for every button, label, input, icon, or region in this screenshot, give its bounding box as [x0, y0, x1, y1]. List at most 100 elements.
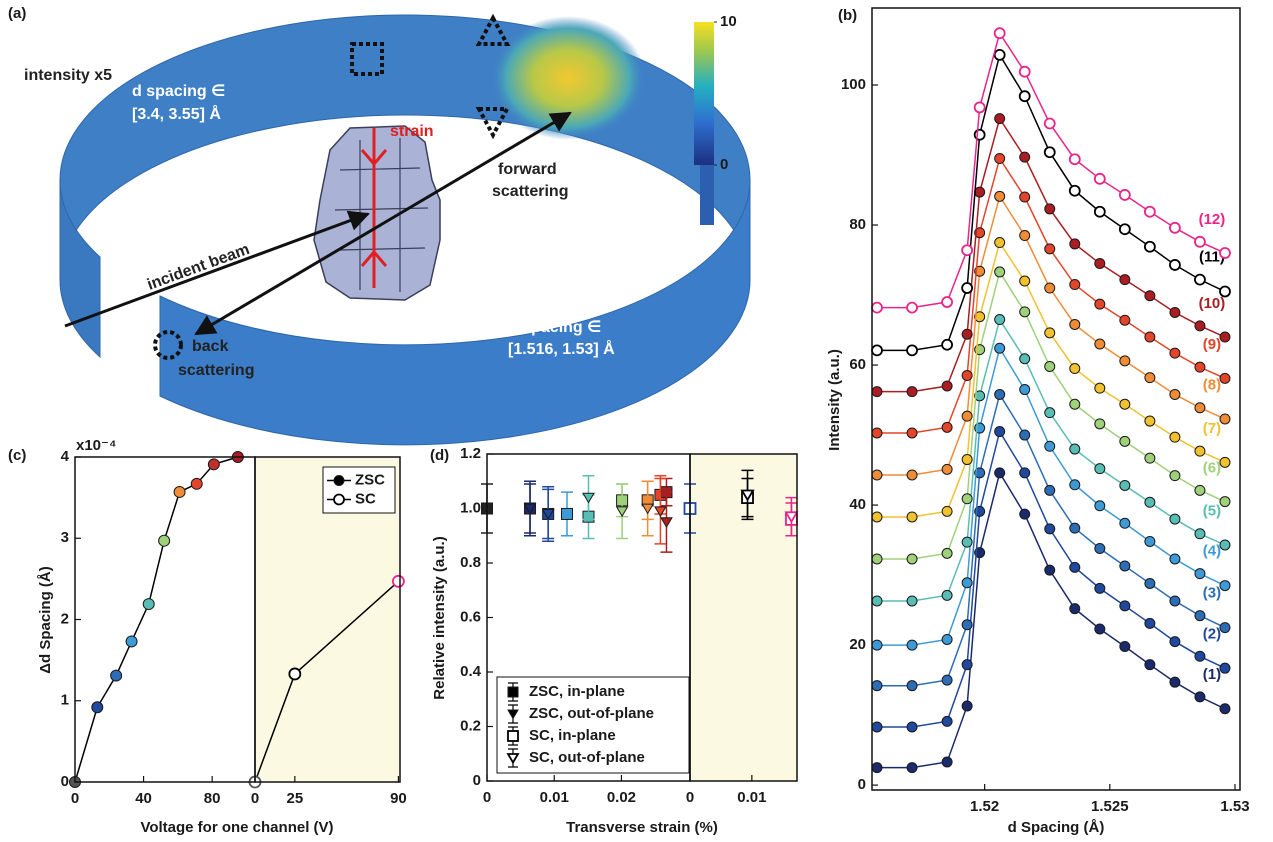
region-label: [1.516, 1.53] Å	[508, 339, 615, 358]
marker	[1169, 307, 1181, 319]
region-label: d spacing ∈	[132, 83, 225, 100]
sample-holder	[313, 125, 441, 301]
marker	[1219, 413, 1231, 425]
marker	[1044, 282, 1056, 294]
marker	[1219, 285, 1231, 298]
y-axis-label: Δd Spacing (Å)	[37, 566, 54, 673]
marker	[1194, 610, 1206, 622]
y-axis-label: Intensity (a.u.)	[826, 349, 843, 451]
marker	[906, 639, 918, 651]
marker	[941, 505, 953, 517]
marker	[1169, 676, 1181, 688]
marker	[994, 113, 1006, 125]
marker	[871, 301, 883, 314]
marker	[1044, 440, 1056, 452]
marker	[1219, 539, 1231, 551]
x-tick-label: 1.52	[970, 798, 999, 815]
series-label: (7)	[1203, 420, 1221, 437]
marker	[961, 619, 973, 631]
legend-label: SC	[355, 490, 376, 507]
marker	[906, 762, 918, 774]
marker	[961, 282, 974, 294]
marker	[1118, 223, 1131, 236]
x-tick-label: 0	[251, 790, 259, 807]
marker	[1144, 452, 1156, 464]
marker	[973, 128, 986, 141]
marker	[1194, 528, 1206, 540]
series-label: (9)	[1203, 336, 1221, 353]
series-label: (6)	[1203, 459, 1221, 476]
y-tick-label: 2	[61, 610, 69, 627]
marker	[1169, 388, 1181, 400]
ring-left-flap	[59, 179, 101, 359]
legend-label: ZSC	[355, 471, 385, 488]
marker	[1019, 230, 1031, 242]
marker-circle	[153, 330, 183, 360]
y-multiplier: x10⁻⁴	[76, 437, 116, 454]
y-tick-label: 0.8	[460, 554, 481, 571]
legend-box	[322, 466, 396, 514]
marker	[1068, 153, 1081, 166]
marker	[1144, 415, 1156, 427]
legend-label: SC, in-plane	[529, 727, 616, 744]
marker	[961, 577, 973, 589]
x-tick-label: 0	[483, 789, 491, 806]
y-tick-label: 0	[61, 773, 69, 790]
marker	[974, 186, 986, 198]
marker	[1069, 479, 1081, 491]
marker	[1169, 259, 1181, 271]
forward-label: scattering	[492, 183, 568, 200]
marker	[1069, 398, 1081, 410]
intensity-note: intensity x5	[24, 67, 112, 84]
marker	[1019, 508, 1031, 520]
marker	[1169, 595, 1181, 607]
x-tick-label: 1.53	[1220, 798, 1249, 815]
marker	[1219, 456, 1231, 468]
y-tick-label: 20	[849, 636, 866, 653]
x-tick-label: 0.01	[540, 789, 569, 806]
colorbar	[694, 22, 714, 165]
marker	[961, 370, 973, 382]
marker	[1219, 372, 1231, 384]
legend-label: ZSC, in-plane	[529, 683, 625, 700]
marker	[941, 756, 953, 768]
marker	[1119, 355, 1131, 367]
marker	[1119, 600, 1131, 612]
marker	[1169, 221, 1181, 234]
marker	[1093, 205, 1106, 218]
region-label: [3.4, 3.55] Å	[132, 104, 221, 123]
marker	[1019, 384, 1031, 396]
marker	[871, 721, 883, 733]
incident-label: incident beam	[145, 241, 252, 294]
marker	[1194, 691, 1206, 703]
series-label: (10)	[1199, 295, 1226, 312]
marker	[906, 721, 918, 733]
marker	[906, 301, 918, 314]
marker	[1143, 205, 1156, 218]
y-tick-label: 60	[849, 356, 866, 373]
y-tick-label: 100	[841, 76, 866, 93]
marker	[1094, 500, 1106, 512]
plot-frame	[254, 456, 401, 783]
marker	[1019, 191, 1031, 203]
marker	[1044, 243, 1056, 255]
marker	[1094, 623, 1106, 635]
marker	[1069, 318, 1081, 330]
marker	[1194, 402, 1206, 414]
marker	[961, 244, 974, 257]
marker	[906, 553, 918, 565]
marker	[1043, 117, 1056, 130]
marker	[961, 493, 973, 505]
marker	[615, 506, 629, 518]
marker	[871, 511, 883, 523]
marker	[507, 709, 519, 720]
y-axis-label: Relative intensity (a.u.)	[431, 536, 448, 699]
marker	[173, 485, 186, 498]
marker	[974, 311, 986, 323]
marker	[1119, 560, 1131, 572]
marker	[906, 344, 918, 357]
x-axis-label: Voltage for one channel (V)	[140, 819, 333, 836]
marker	[1169, 513, 1181, 525]
marker	[1068, 184, 1081, 197]
